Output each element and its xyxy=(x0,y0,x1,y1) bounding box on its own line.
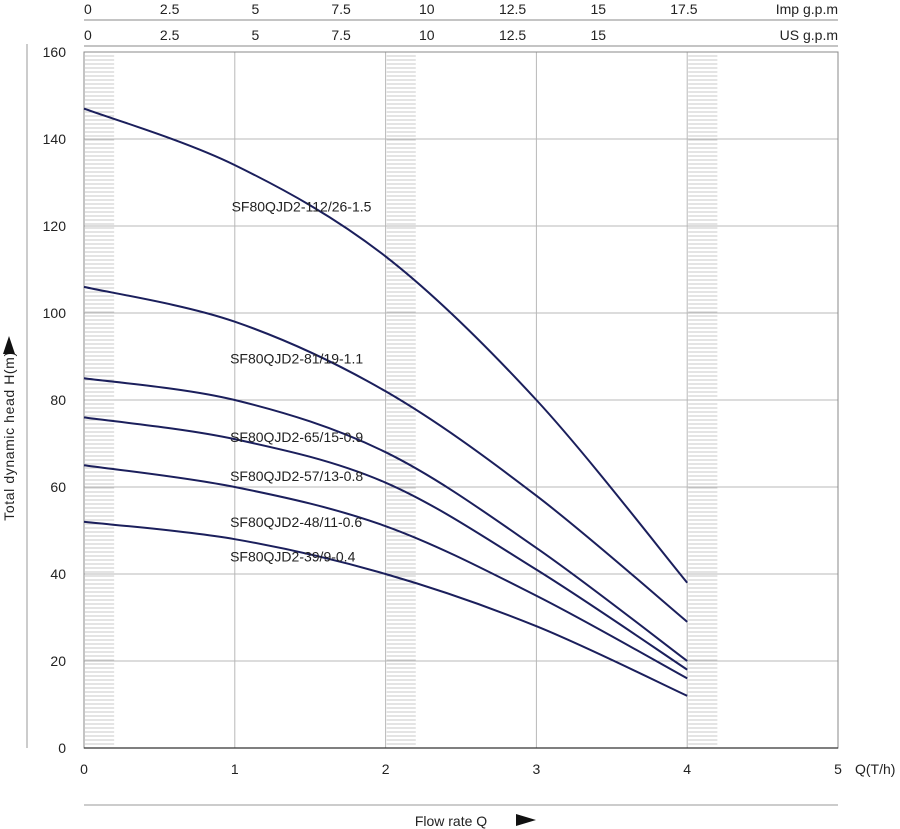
y-tick-label: 0 xyxy=(58,740,66,756)
top-tick-label: 10 xyxy=(419,27,435,43)
top-tick-label: 5 xyxy=(252,27,260,43)
y-tick-label: 20 xyxy=(50,653,66,669)
top-tick-label: 10 xyxy=(419,1,435,17)
y-tick-label: 100 xyxy=(43,305,67,321)
series-line-5 xyxy=(83,520,688,697)
series-label-2: SF80QJD2-65/15-0.9 xyxy=(230,429,363,445)
top-tick-label: 2.5 xyxy=(160,27,180,43)
x-tick-labels: 0 1 2 3 4 5 xyxy=(80,761,842,777)
top-tick-label: 0 xyxy=(84,27,92,43)
y-tick-label: 120 xyxy=(43,218,67,234)
top-tick-label: 2.5 xyxy=(160,1,180,17)
series-line-4 xyxy=(83,464,688,680)
top-axes: 0 2.5 5 7.5 10 12.5 15 17.5 Imp g.p.m 0 2.5 5 7.5 10 1… xyxy=(84,1,838,47)
grid-lines xyxy=(84,52,838,748)
plot-frame xyxy=(83,51,839,749)
series-line-1 xyxy=(83,285,688,623)
shaded-band-2 xyxy=(688,55,718,745)
series-line-0 xyxy=(83,107,688,584)
y-tick-label: 40 xyxy=(50,566,66,582)
top-axis-1: 0 2.5 5 7.5 10 12.5 15 US g.p.m xyxy=(84,27,838,47)
series-labels: SF80QJD2-112/26-1.5 SF80QJD2-81/19-1.1 SF8… xyxy=(230,198,372,564)
top-tick-label: 7.5 xyxy=(331,1,351,17)
x-tick-label: 5 xyxy=(834,761,842,777)
x-tick-label: 2 xyxy=(382,761,390,777)
y-axis-title: Total dynamic head H(m) xyxy=(1,351,17,520)
y-tick-label: 140 xyxy=(43,131,67,147)
x-unit-label: Q(T/h) xyxy=(855,761,895,777)
y-tick-label: 80 xyxy=(50,392,66,408)
x-tick-label: 0 xyxy=(80,761,88,777)
x-tick-label: 4 xyxy=(683,761,691,777)
top-tick-label: 12.5 xyxy=(499,1,526,17)
top-tick-label: 15 xyxy=(590,1,606,17)
top-tick-label: 7.5 xyxy=(331,27,351,43)
shaded-band-1 xyxy=(386,55,416,745)
top-axis-unit: Imp g.p.m xyxy=(776,1,838,17)
top-tick-label: 15 xyxy=(590,27,606,43)
x-tick-label: 1 xyxy=(231,761,239,777)
top-tick-label: 12.5 xyxy=(499,27,526,43)
x-axis-title: Flow rate Q xyxy=(415,813,487,829)
top-tick-label: 5 xyxy=(252,1,260,17)
series-label-1: SF80QJD2-81/19-1.1 xyxy=(230,351,363,367)
top-tick-label: 0 xyxy=(84,1,92,17)
top-axis-unit: US g.p.m xyxy=(780,27,838,43)
y-tick-label: 60 xyxy=(50,479,66,495)
y-tick-labels: 0 20 40 60 80 100 120 140 160 xyxy=(43,44,67,756)
y-axis-arrow-icon xyxy=(3,336,15,354)
x-tick-label: 3 xyxy=(533,761,541,777)
shaded-bands xyxy=(85,55,718,745)
shaded-band-0 xyxy=(85,55,115,745)
series-label-4: SF80QJD2-48/11-0.6 xyxy=(230,514,362,530)
series-label-0: SF80QJD2-112/26-1.5 xyxy=(232,198,372,214)
y-tick-label: 160 xyxy=(43,44,67,60)
series-line-3 xyxy=(83,416,688,671)
series-lines xyxy=(83,107,688,697)
top-tick-label: 17.5 xyxy=(670,1,697,17)
series-line-2 xyxy=(83,377,688,662)
series-label-3: SF80QJD2-57/13-0.8 xyxy=(230,468,363,484)
series-label-5: SF80QJD2-39/9-0.4 xyxy=(230,549,355,565)
top-axis-0: 0 2.5 5 7.5 10 12.5 15 17.5 Imp g.p.m xyxy=(84,1,838,21)
x-axis-arrow-icon xyxy=(516,814,536,826)
